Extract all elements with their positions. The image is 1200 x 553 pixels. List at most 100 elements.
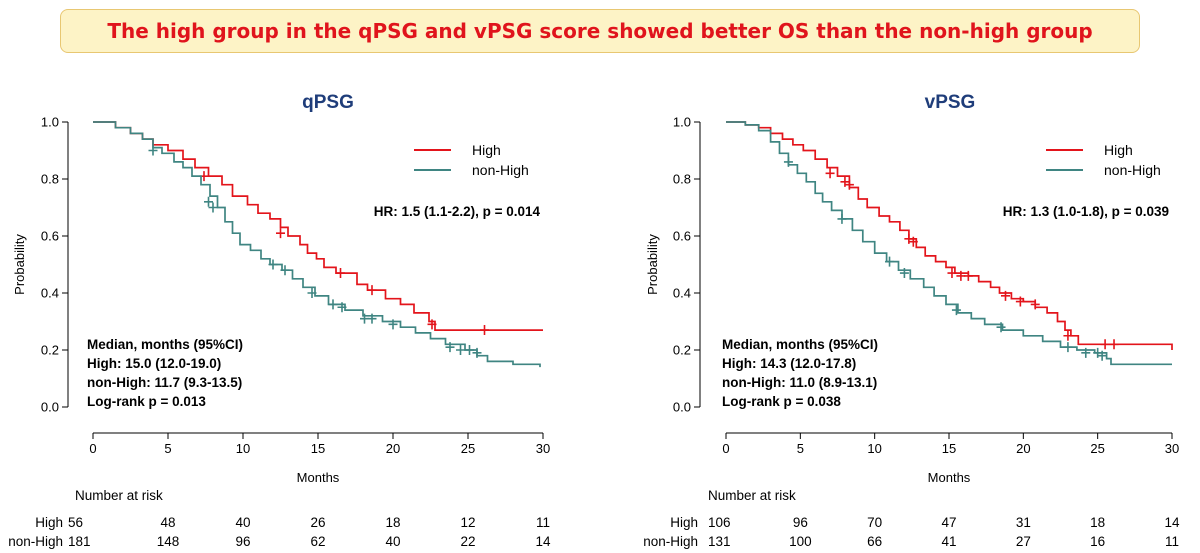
x-tick-label: 0	[722, 441, 729, 456]
risk-value: 22	[460, 534, 475, 549]
legend-label: non-High	[472, 162, 529, 178]
x-tick-label: 30	[536, 441, 550, 456]
y-tick-label: 0.8	[41, 172, 59, 187]
risk-value: 106	[708, 515, 731, 530]
x-tick-label: 25	[1090, 441, 1104, 456]
headline-text: The high group in the qPSG and vPSG scor…	[107, 19, 1093, 43]
censor-mark	[367, 285, 377, 296]
censor-mark	[307, 288, 317, 298]
median-annotation-line: Median, months (95%CI)	[87, 337, 243, 352]
legend-label: High	[1104, 142, 1133, 158]
censor-mark	[1063, 330, 1073, 341]
risk-value: 56	[68, 515, 83, 530]
x-tick-label: 0	[89, 441, 96, 456]
x-tick-label: 20	[386, 441, 400, 456]
risk-row-label: High	[35, 515, 63, 530]
y-tick-label: 1.0	[41, 115, 59, 130]
censor-mark	[825, 168, 835, 179]
risk-value: 131	[708, 534, 731, 549]
censor-mark	[445, 342, 455, 353]
censor-mark	[996, 322, 1006, 333]
censor-mark	[465, 345, 474, 355]
x-tick-label: 10	[236, 441, 250, 456]
risk-value: 100	[789, 534, 812, 549]
y-tick-label: 0.2	[41, 343, 59, 358]
chart-title: vPSG	[925, 92, 976, 113]
risk-row-label: High	[670, 515, 698, 530]
x-tick-label: 10	[867, 441, 881, 456]
x-tick-label: 25	[461, 441, 475, 456]
km-curve-high	[93, 121, 543, 331]
censor-mark	[472, 347, 482, 358]
censor-mark	[208, 202, 218, 213]
censor-mark	[844, 179, 854, 190]
risk-value: 11	[536, 515, 550, 530]
censor-mark	[1097, 350, 1107, 361]
y-axis-label: Probability	[645, 234, 660, 295]
risk-value: 47	[941, 515, 956, 530]
x-tick-label: 15	[311, 441, 325, 456]
censor-mark	[885, 256, 895, 267]
censor-mark	[783, 156, 793, 167]
legend-label: non-High	[1104, 162, 1161, 178]
x-axis-label: Months	[928, 470, 971, 485]
km-curve-non-high	[726, 121, 1172, 366]
risk-value: 12	[460, 515, 475, 530]
hr-annotation: HR: 1.5 (1.1-2.2), p = 0.014	[374, 204, 541, 219]
y-tick-label: 1.0	[673, 115, 691, 130]
risk-value: 96	[793, 515, 808, 530]
risk-value: 41	[941, 534, 956, 549]
censor-mark	[367, 313, 377, 324]
censor-mark	[388, 319, 398, 330]
risk-value: 27	[1016, 534, 1031, 549]
chart-title: qPSG	[302, 92, 354, 113]
risk-table-title: Number at risk	[75, 488, 163, 503]
x-tick-label: 15	[942, 441, 956, 456]
y-tick-label: 0.2	[673, 343, 691, 358]
median-annotation-line: Median, months (95%CI)	[722, 337, 878, 352]
x-tick-label: 30	[1165, 441, 1179, 456]
y-axis-label: Probability	[12, 234, 27, 295]
median-annotation-line: High: 14.3 (12.0-17.8)	[722, 356, 856, 371]
risk-value: 18	[385, 515, 400, 530]
censor-mark	[1015, 296, 1025, 307]
median-annotation-line: Log-rank p = 0.038	[722, 394, 841, 409]
censor-mark	[951, 305, 961, 316]
censor-mark	[280, 265, 290, 276]
x-tick-label: 5	[164, 441, 171, 456]
risk-value: 14	[1164, 515, 1180, 530]
x-axis-label: Months	[297, 470, 340, 485]
legend-label: High	[472, 142, 501, 158]
hr-annotation: HR: 1.3 (1.0-1.8), p = 0.039	[1003, 204, 1169, 219]
risk-value: 181	[68, 534, 91, 549]
risk-value: 62	[310, 534, 325, 549]
censor-mark	[1081, 347, 1091, 358]
censor-mark	[268, 259, 278, 270]
censor-mark	[837, 213, 847, 224]
censor-mark	[427, 319, 437, 330]
risk-value: 40	[385, 534, 400, 549]
y-tick-label: 0.4	[41, 286, 59, 301]
y-tick-label: 0.4	[673, 286, 691, 301]
censor-mark	[1100, 339, 1110, 350]
risk-value: 148	[157, 534, 180, 549]
risk-table-title: Number at risk	[708, 488, 796, 503]
censor-mark	[899, 268, 909, 279]
risk-value: 14	[535, 534, 551, 549]
x-tick-label: 5	[797, 441, 804, 456]
censor-mark	[204, 196, 213, 207]
risk-row-label: non-High	[643, 534, 698, 549]
censor-mark	[276, 228, 285, 239]
censor-mark	[1000, 290, 1010, 301]
censor-mark	[1030, 299, 1040, 310]
median-annotation-line: non-High: 11.0 (8.9-13.1)	[722, 375, 877, 390]
risk-value: 18	[1090, 515, 1105, 530]
censor-mark	[1063, 342, 1073, 353]
risk-value: 70	[867, 515, 882, 530]
risk-value: 11	[1165, 534, 1179, 549]
risk-value: 96	[235, 534, 250, 549]
risk-value: 66	[867, 534, 882, 549]
censor-mark	[328, 299, 338, 310]
median-annotation-line: non-High: 11.7 (9.3-13.5)	[87, 375, 242, 390]
